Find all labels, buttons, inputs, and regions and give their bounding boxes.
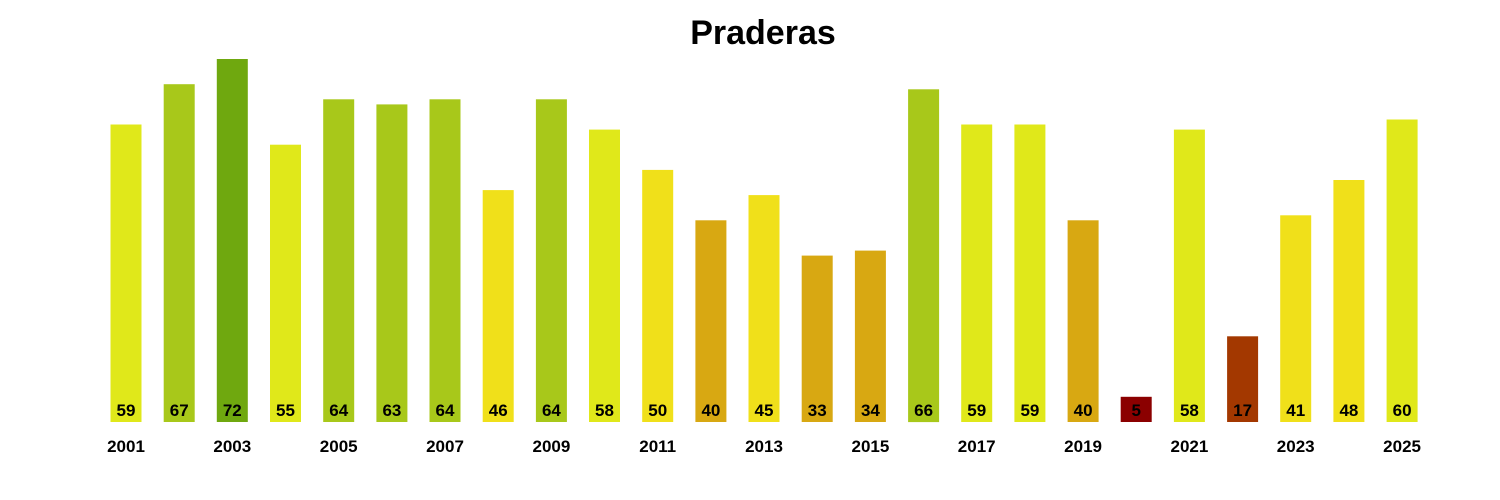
bar-2017 — [961, 124, 993, 422]
value-label-2005: 64 — [329, 401, 348, 420]
bar-2018 — [1014, 124, 1046, 422]
value-label-2008: 46 — [489, 401, 508, 420]
bar-2025 — [1386, 119, 1418, 422]
bar-2009 — [535, 99, 567, 423]
x-tick-2021: 2021 — [1170, 437, 1208, 456]
x-tick-2009: 2009 — [532, 437, 570, 456]
value-label-2007: 64 — [436, 401, 455, 420]
value-label-2004: 55 — [276, 401, 295, 420]
value-label-2025: 60 — [1393, 401, 1412, 420]
bar-2006 — [376, 104, 408, 423]
value-label-2009: 64 — [542, 401, 561, 420]
bar-2004 — [270, 144, 301, 422]
value-label-2014: 33 — [808, 401, 827, 420]
value-label-2017: 59 — [967, 401, 986, 420]
bar-2024 — [1333, 180, 1365, 422]
value-label-2003: 72 — [223, 401, 242, 420]
bar-2012 — [695, 220, 727, 422]
bar-2022 — [1227, 336, 1259, 422]
bar-2023 — [1280, 215, 1312, 422]
value-labels-group: 59 67 72 55 64 63 64 46 64 58 50 40 45 33 34 66 59 59 40 5 5… — [117, 401, 1412, 420]
value-label-2023: 41 — [1286, 401, 1305, 420]
x-tick-2013: 2013 — [745, 437, 783, 456]
bars-group — [110, 59, 1418, 423]
value-label-2012: 40 — [701, 401, 720, 420]
bar-2014 — [801, 255, 833, 422]
value-label-2011: 50 — [648, 401, 667, 420]
bar-2002 — [163, 84, 195, 422]
value-label-2021: 58 — [1180, 401, 1199, 420]
value-label-2013: 45 — [755, 401, 774, 420]
x-tick-2011: 2011 — [639, 437, 676, 456]
value-label-2002: 67 — [170, 401, 189, 420]
bar-2007 — [429, 99, 461, 423]
value-label-2022: 17 — [1233, 401, 1252, 420]
bar-2013 — [748, 195, 780, 422]
x-tick-2001: 2001 — [107, 437, 145, 456]
x-tick-2019: 2019 — [1064, 437, 1102, 456]
bar-2003 — [216, 59, 248, 422]
x-tick-2023: 2023 — [1277, 437, 1315, 456]
bar-2011 — [642, 169, 674, 422]
value-label-2001: 59 — [117, 401, 136, 420]
bar-2005 — [323, 99, 355, 423]
value-label-2015: 34 — [861, 401, 880, 420]
value-label-2020: 5 — [1131, 401, 1140, 420]
value-label-2024: 48 — [1339, 401, 1358, 420]
bar-2020 — [1120, 396, 1152, 422]
bar-2008 — [482, 190, 514, 422]
bar-2015 — [854, 250, 886, 422]
x-tick-2015: 2015 — [851, 437, 889, 456]
x-tick-2003: 2003 — [213, 437, 251, 456]
value-label-2010: 58 — [595, 401, 614, 420]
value-label-2018: 59 — [1020, 401, 1039, 420]
value-label-2006: 63 — [382, 401, 401, 420]
x-tick-2005: 2005 — [320, 437, 358, 456]
bar-2001 — [110, 124, 142, 422]
value-label-2016: 66 — [914, 401, 933, 420]
chart-title: Praderas — [690, 14, 836, 52]
value-label-2019: 40 — [1074, 401, 1093, 420]
x-axis-ticks: 2001 2003 2005 2007 2009 2011 2013 2015 2017 2019… — [107, 437, 1421, 456]
bar-2019 — [1067, 220, 1099, 422]
bar-2016 — [908, 89, 940, 423]
x-tick-2007: 2007 — [426, 437, 464, 456]
bar-2010 — [589, 129, 620, 422]
x-tick-2025: 2025 — [1383, 437, 1421, 456]
bar-2021 — [1173, 129, 1205, 422]
x-tick-2017: 2017 — [958, 437, 996, 456]
